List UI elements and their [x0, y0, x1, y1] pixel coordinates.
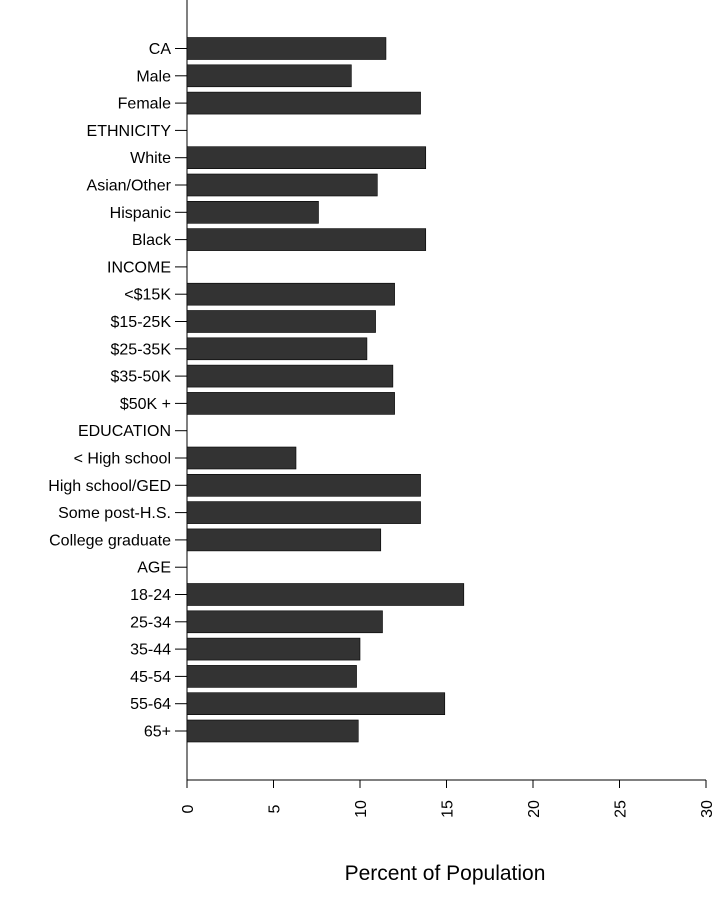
x-tick-label: 15 [440, 800, 457, 818]
x-axis-title: Percent of Population [345, 862, 546, 885]
bar [186, 364, 394, 388]
category-label: < High school [74, 451, 171, 468]
category-label: Male [136, 68, 171, 85]
category-label: College graduate [49, 532, 171, 549]
category-label: Asian/Other [87, 178, 172, 195]
category-label: Female [118, 96, 171, 113]
category-label: INCOME [107, 259, 171, 276]
x-tick-label: 0 [180, 804, 197, 813]
bar [186, 692, 446, 716]
category-label: $35-50K [111, 369, 172, 386]
category-label: <$15K [124, 287, 171, 304]
x-tick-label: 5 [267, 804, 284, 813]
bar [186, 64, 352, 88]
category-label: 25-34 [130, 614, 171, 631]
bar [186, 528, 382, 552]
x-tick-label: 20 [526, 800, 543, 818]
category-label: 35-44 [130, 642, 171, 659]
plot-area [186, 0, 706, 781]
category-label: CA [149, 41, 172, 58]
category-label: EDUCATION [78, 423, 171, 440]
bar [186, 282, 395, 306]
x-tick-label: 10 [353, 800, 370, 818]
category-label: $50K + [120, 396, 171, 413]
category-label: White [130, 150, 171, 167]
category-label: 45-54 [130, 669, 171, 686]
category-label: Hispanic [110, 205, 171, 222]
bar [186, 610, 383, 634]
x-tick-label: 30 [699, 800, 716, 818]
bar [186, 583, 465, 606]
bar [186, 665, 357, 688]
category-label: 18-24 [130, 587, 171, 604]
category-label: AGE [137, 560, 171, 577]
bar [186, 501, 421, 524]
bar [186, 637, 361, 661]
category-label: 65+ [144, 724, 171, 741]
bar [186, 310, 376, 333]
x-axis-ticks: 0 5 10 15 20 25 30 [180, 780, 716, 818]
category-label: $15-25K [111, 314, 172, 331]
category-labels: CA Male Female ETHNICITY White Asian/Other His… [48, 41, 187, 741]
bar [186, 201, 319, 224]
bars-group [186, 37, 465, 743]
category-label: High school/GED [48, 478, 171, 495]
bar [186, 173, 378, 197]
bar [186, 446, 297, 470]
bar [186, 146, 427, 169]
bar [186, 91, 421, 115]
category-label: Black [132, 232, 172, 249]
bar [186, 473, 421, 497]
bar [186, 719, 359, 743]
category-label: 55-64 [130, 696, 171, 713]
category-label: Some post-H.S. [58, 505, 171, 522]
bar [186, 228, 427, 251]
bar [186, 37, 387, 60]
category-label: $25-35K [111, 341, 172, 358]
x-tick-label: 25 [613, 800, 630, 818]
bar [186, 392, 395, 415]
category-label: ETHNICITY [87, 123, 172, 140]
bar [186, 337, 368, 361]
